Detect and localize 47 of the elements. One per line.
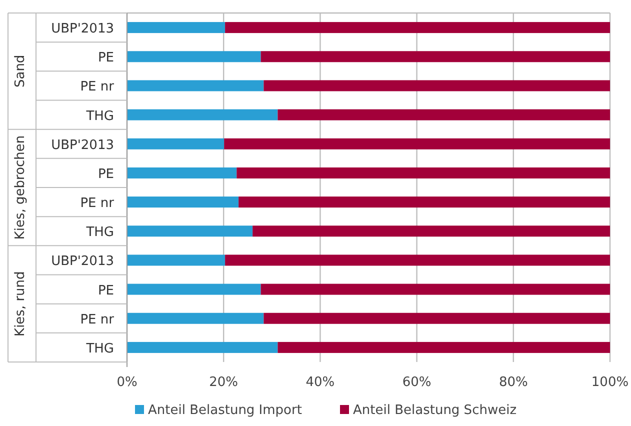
bar <box>127 51 261 62</box>
y-tick-label: PE nr <box>80 80 115 95</box>
bar <box>225 22 610 34</box>
bar <box>127 226 253 237</box>
bar <box>127 167 237 178</box>
x-tick-label: 100% <box>591 375 629 390</box>
bar <box>127 254 226 266</box>
bar <box>127 109 278 120</box>
bar <box>236 167 610 178</box>
y-tick-label: PE <box>98 50 114 66</box>
y-tick-label: THG <box>85 341 114 356</box>
legend-label: Anteil Belastung Schweiz <box>353 403 517 418</box>
bar <box>127 80 264 92</box>
x-tick-label: 60% <box>402 375 432 390</box>
bar <box>278 342 610 353</box>
text: Kies, gebrochen <box>13 135 28 240</box>
bar <box>264 312 610 324</box>
bar <box>127 138 224 150</box>
y-tick-label: UBP'2013 <box>51 138 114 153</box>
bar <box>264 80 610 92</box>
bar <box>127 342 278 353</box>
bar <box>127 312 264 324</box>
text: Kies, rund <box>13 271 28 336</box>
y-tick-label: PE nr <box>80 312 115 328</box>
y-tick-label: PE <box>98 283 114 298</box>
legend-label: Anteil Belastung Import <box>148 403 302 418</box>
bar <box>127 284 261 295</box>
bar <box>127 22 226 34</box>
y-tick-label: PE nr <box>80 196 115 212</box>
y-tick-label: PE <box>98 166 114 182</box>
y-tick-label: UBP'2013 <box>51 22 114 37</box>
y-tick-label: UBP'2013 <box>51 254 114 270</box>
x-tick-label: 0% <box>116 375 138 390</box>
bar <box>127 196 239 208</box>
x-tick-label: 40% <box>306 375 335 390</box>
x-tick-label: 80% <box>498 375 528 390</box>
bar <box>225 254 610 266</box>
bar <box>224 138 610 150</box>
x-tick-label: 20% <box>209 375 238 390</box>
text: Sand <box>13 54 28 88</box>
y-tick-label: THG <box>85 108 114 124</box>
bar <box>278 109 610 120</box>
y-tick-label: THG <box>85 225 114 240</box>
bar <box>260 284 610 295</box>
bar <box>252 226 610 237</box>
bar <box>260 51 610 62</box>
bar <box>238 196 610 208</box>
